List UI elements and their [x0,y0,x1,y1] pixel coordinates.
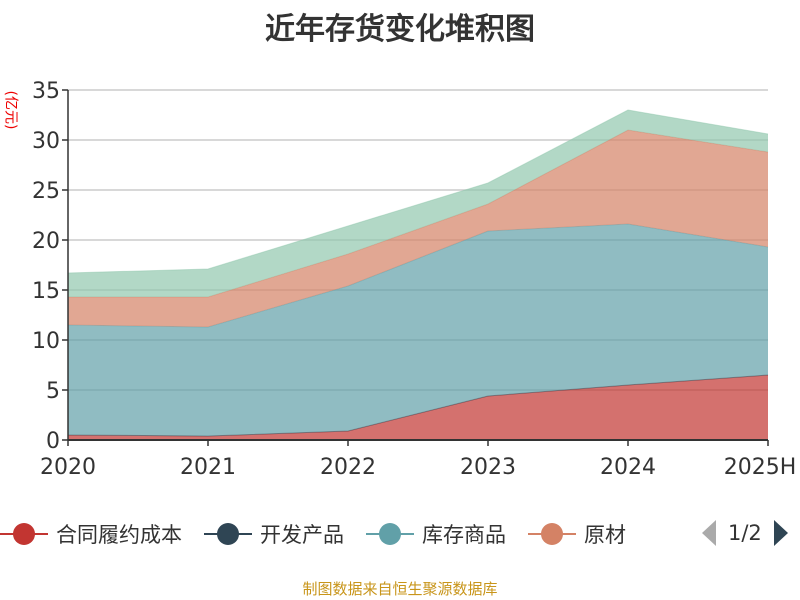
next-page-icon[interactable] [772,518,790,548]
legend-label: 开发产品 [260,523,344,547]
legend-item-2[interactable]: 库存商品 [366,519,506,549]
legend-pager: 1/2 [700,518,790,548]
legend-item-1[interactable]: 开发产品 [204,519,344,549]
area-series-3 [68,130,768,327]
prev-page-icon[interactable] [700,518,718,548]
legend-item-3[interactable]: 原材料 [528,519,626,549]
x-tick-label: 2024 [600,455,656,480]
source-footer: 制图数据来自恒生聚源数据库 [302,580,498,598]
legend-page-indicator: 1/2 [728,521,762,545]
y-tick-label: 20 [32,229,60,254]
legend-label: 原材料 [584,523,626,547]
y-tick-label: 35 [32,79,60,104]
legend-marker [528,522,576,546]
y-tick-label: 30 [32,129,60,154]
chart-title: 近年存货变化堆积图 [265,12,535,47]
legend-marker [0,522,48,546]
legend-label: 库存商品 [422,523,506,547]
legend-marker [204,522,252,546]
legend-item-0[interactable]: 合同履约成本 [0,519,182,549]
x-tick-label: 2022 [320,455,376,480]
area-series-4 [68,110,768,297]
legend-marker [366,522,414,546]
y-tick-label: 10 [32,329,60,354]
legend-label: 合同履约成本 [56,523,182,547]
x-tick-label: 2020 [40,455,96,480]
y-tick-label: 25 [32,179,60,204]
area-series-0 [68,375,768,440]
area-series-2 [68,224,768,436]
x-tick-label: 2025H [724,455,797,480]
y-tick-label: 0 [46,429,60,454]
y-tick-label: 15 [32,279,60,304]
legend: 合同履约成本 开发产品 库存商品 原材料 [0,518,648,550]
x-tick-label: 2021 [180,455,236,480]
y-tick-label: 5 [46,379,60,404]
line-series-4 [67,109,769,274]
x-tick-label: 2023 [460,455,516,480]
